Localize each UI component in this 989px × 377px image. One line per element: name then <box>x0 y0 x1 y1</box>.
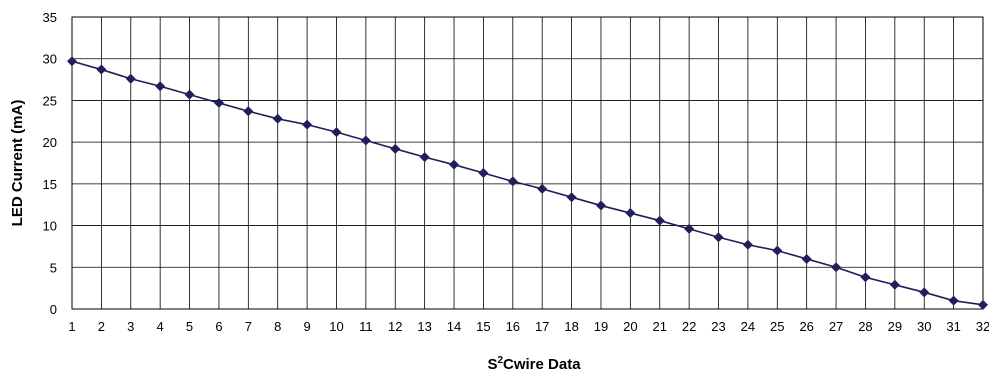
data-point-marker <box>390 143 401 154</box>
x-tick-label: 13 <box>417 319 431 334</box>
x-tick-label: 29 <box>888 319 902 334</box>
x-tick-label: 11 <box>359 319 373 334</box>
data-point-marker <box>742 239 753 250</box>
data-point-marker <box>625 208 636 219</box>
data-point-marker <box>595 200 606 211</box>
x-tick-label: 1 <box>68 319 75 334</box>
x-tick-label: 26 <box>799 319 813 334</box>
data-markers <box>67 56 988 310</box>
x-tick-label: 30 <box>917 319 931 334</box>
x-tick-label: 25 <box>770 319 784 334</box>
x-axis-title-main: S <box>487 356 497 373</box>
x-tick-label: 31 <box>946 319 960 334</box>
x-tick-label: 16 <box>506 319 520 334</box>
x-tick-label: 14 <box>447 319 461 334</box>
x-tick-label: 3 <box>127 319 134 334</box>
y-tick-label: 30 <box>43 52 57 67</box>
data-point-marker <box>713 232 724 243</box>
y-tick-label: 20 <box>43 135 57 150</box>
y-tick-label: 35 <box>43 10 57 25</box>
y-axis-title: LED Current (mA) <box>9 100 26 227</box>
y-tick-label: 15 <box>43 177 57 192</box>
y-tick-label: 25 <box>43 93 57 108</box>
x-tick-label: 8 <box>274 319 281 334</box>
x-tick-label: 4 <box>157 319 164 334</box>
data-point-marker <box>419 152 430 163</box>
data-point-marker <box>478 168 489 179</box>
x-tick-label: 10 <box>329 319 343 334</box>
data-point-marker <box>331 127 342 138</box>
x-tick-labels: 1 2 3 4 5 6 7 8 9 10 11 12 13 14 15 16 17 18 19 20 21 22 23 24 2… <box>68 319 989 334</box>
x-tick-label: 19 <box>594 319 608 334</box>
data-point-marker <box>919 287 930 298</box>
data-point-marker <box>831 262 842 273</box>
data-point-marker <box>67 56 77 67</box>
data-point-marker <box>96 64 107 75</box>
plot-area-frame <box>71 16 984 310</box>
x-tick-label: 12 <box>388 319 402 334</box>
data-point-marker <box>889 279 900 290</box>
x-tick-label: 15 <box>476 319 490 334</box>
data-point-marker <box>243 106 254 117</box>
data-point-marker <box>125 73 136 84</box>
grid-lines <box>71 16 984 310</box>
data-point-marker <box>507 176 518 187</box>
data-point-marker <box>360 135 371 146</box>
x-tick-label: 7 <box>245 319 252 334</box>
x-tick-label: 2 <box>98 319 105 334</box>
x-tick-label: 24 <box>741 319 755 334</box>
x-tick-label: 17 <box>535 319 549 334</box>
x-axis-title: S2Cwire Data <box>487 355 581 373</box>
data-point-marker <box>860 272 871 283</box>
x-tick-label: 27 <box>829 319 843 334</box>
y-tick-labels: 0 5 10 15 20 25 30 35 <box>43 10 57 317</box>
x-tick-label: 20 <box>623 319 637 334</box>
x-tick-label: 18 <box>564 319 578 334</box>
data-point-marker <box>272 113 283 124</box>
data-point-marker <box>654 215 665 226</box>
x-tick-label: 6 <box>215 319 222 334</box>
data-point-marker <box>801 253 812 264</box>
series-line <box>71 60 984 306</box>
data-point-marker <box>449 159 460 170</box>
x-tick-label: 21 <box>653 319 667 334</box>
data-point-marker <box>302 119 313 130</box>
x-tick-label: 9 <box>303 319 310 334</box>
data-point-marker <box>155 81 166 92</box>
data-point-marker <box>566 192 577 203</box>
data-point-marker <box>213 97 224 108</box>
x-axis-title-rest: Cwire Data <box>503 356 581 373</box>
data-point-marker <box>772 245 783 256</box>
x-tick-label: 5 <box>186 319 193 334</box>
x-axis-title-superscript: 2 <box>497 355 503 366</box>
y-tick-label: 10 <box>43 219 57 234</box>
data-point-marker <box>184 89 195 100</box>
data-point-marker <box>684 223 695 234</box>
data-point-marker <box>948 295 959 306</box>
y-tick-label: 5 <box>50 260 57 275</box>
x-tick-label: 32 <box>976 319 989 334</box>
data-point-marker <box>978 299 988 310</box>
x-tick-label: 22 <box>682 319 696 334</box>
data-point-marker <box>537 183 548 194</box>
y-tick-label: 0 <box>50 302 57 317</box>
x-tick-label: 28 <box>858 319 872 334</box>
x-tick-label: 23 <box>711 319 725 334</box>
